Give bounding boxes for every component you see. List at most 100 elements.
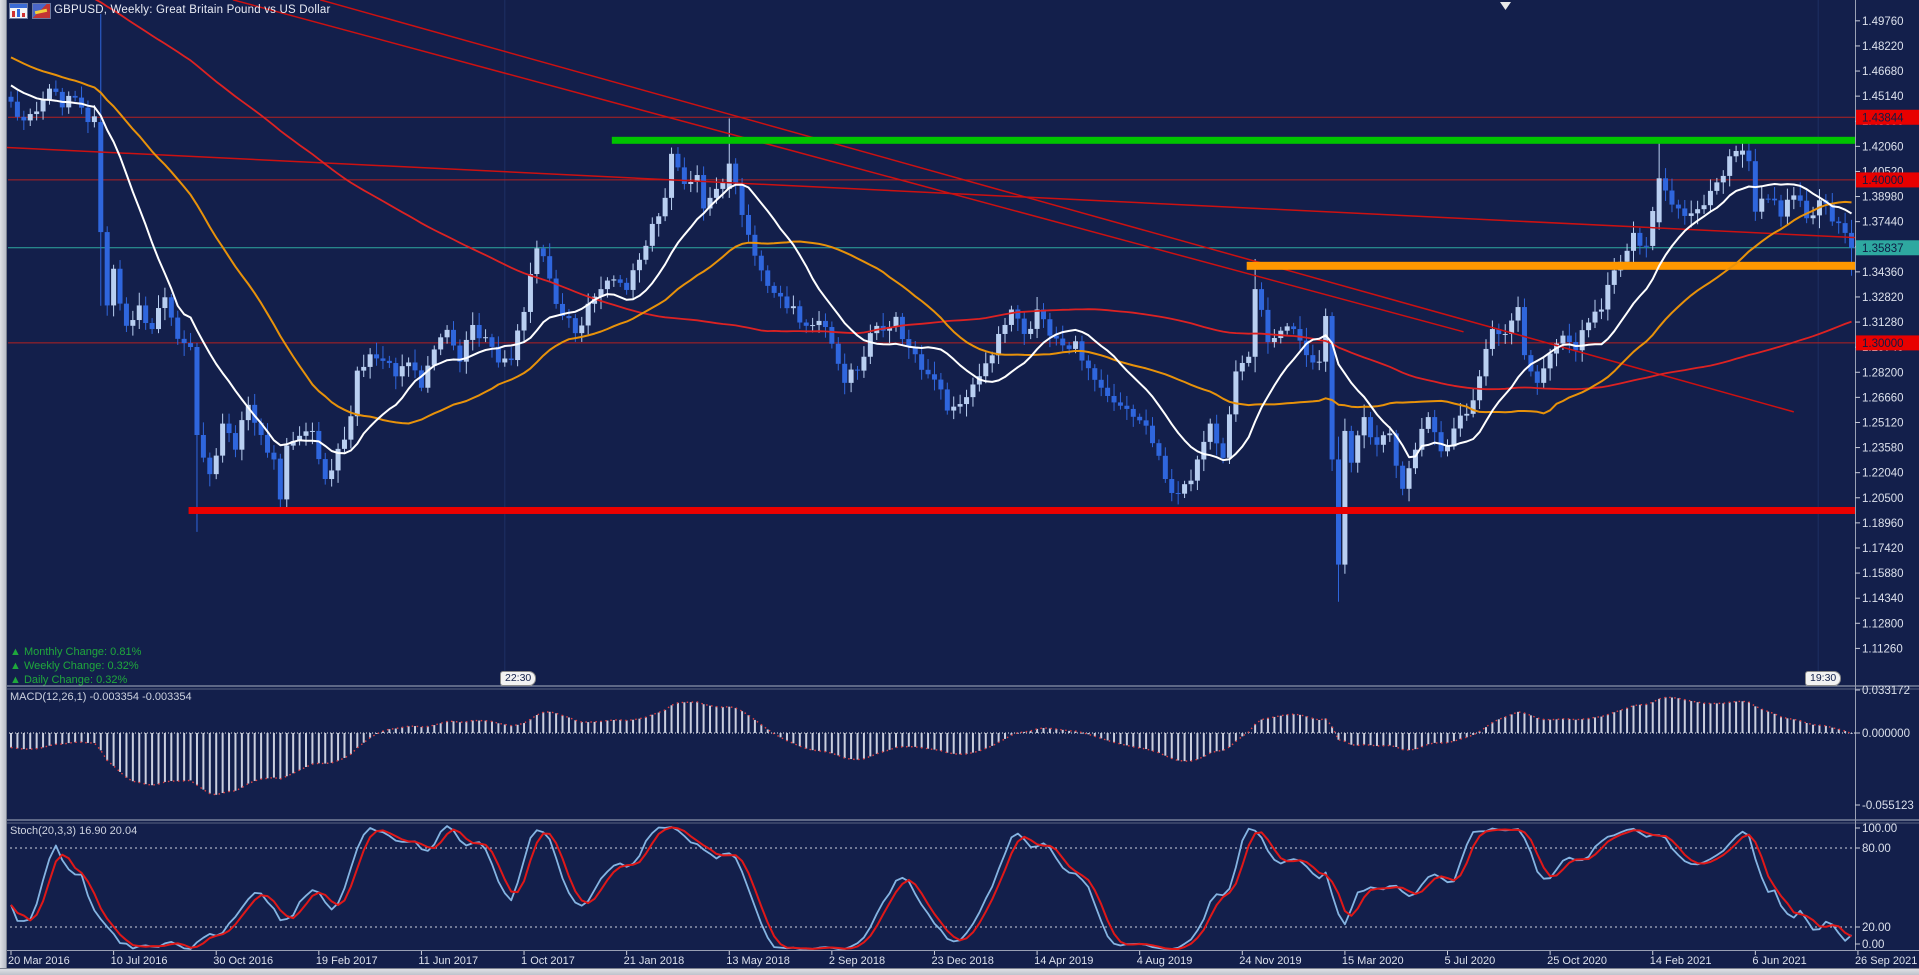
macd-bar bbox=[894, 733, 897, 748]
vline-time-tag-right[interactable]: 19:30 bbox=[1805, 671, 1842, 686]
candle-body bbox=[1720, 175, 1726, 183]
macd-bar bbox=[144, 733, 147, 785]
candle-body bbox=[367, 354, 373, 367]
resistance-band[interactable] bbox=[611, 136, 1855, 144]
candle-body bbox=[406, 362, 412, 367]
candle-body bbox=[912, 346, 918, 355]
candle-body bbox=[951, 406, 957, 411]
candle-body bbox=[1432, 417, 1438, 433]
macd-bar bbox=[228, 733, 231, 792]
date-tick-label: 14 Feb 2021 bbox=[1650, 955, 1712, 967]
macd-bar bbox=[1337, 733, 1340, 740]
macd-bar bbox=[830, 733, 833, 754]
candle-body bbox=[1040, 309, 1046, 320]
macd-bar bbox=[163, 733, 166, 782]
level-price-label-badge bbox=[1856, 109, 1919, 125]
fast-ma-line bbox=[10, 84, 1853, 462]
macd-bar bbox=[446, 721, 449, 733]
macd-tick-label: 0.000000 bbox=[1862, 728, 1910, 740]
candle-body bbox=[175, 317, 181, 339]
macd-bar bbox=[567, 717, 570, 733]
macd-bar bbox=[42, 733, 45, 748]
candle-body bbox=[130, 320, 136, 326]
macd-bar bbox=[882, 733, 885, 752]
support-band-red[interactable] bbox=[188, 506, 1856, 514]
chart-type-icon[interactable] bbox=[32, 3, 51, 19]
price-axis[interactable]: 1.497601.482201.466801.451401.436001.420… bbox=[1855, 16, 1919, 951]
candle-body bbox=[938, 379, 944, 390]
macd-bar bbox=[394, 728, 397, 733]
candle-body bbox=[1291, 326, 1297, 330]
date-tick-label: 11 Jun 2017 bbox=[418, 955, 478, 967]
vline-time-tag-left[interactable]: 22:30 bbox=[500, 671, 537, 686]
price-tick-label: 1.31280 bbox=[1862, 317, 1904, 329]
macd-bar bbox=[478, 720, 481, 733]
down-triangle-marker[interactable] bbox=[1500, 2, 1511, 10]
candle-body bbox=[1156, 443, 1162, 456]
candle-body bbox=[547, 256, 553, 279]
candle-body bbox=[457, 345, 463, 362]
main-price-panel[interactable] bbox=[4, 0, 1910, 683]
candle-body bbox=[1688, 213, 1694, 216]
macd-bar bbox=[35, 733, 38, 749]
macd-bar bbox=[1260, 719, 1263, 733]
macd-bar bbox=[426, 726, 429, 733]
macd-bar bbox=[1594, 717, 1597, 733]
macd-signal-line bbox=[10, 696, 1852, 796]
price-tick-label: 1.38980 bbox=[1862, 192, 1904, 204]
macd-bar bbox=[965, 733, 968, 754]
macd-bar bbox=[375, 733, 378, 734]
candle-body bbox=[624, 282, 630, 290]
macd-bar bbox=[1055, 728, 1058, 733]
candle-body bbox=[1092, 368, 1098, 380]
candle-body bbox=[887, 326, 893, 331]
time-axis[interactable]: 20 Mar 2016 10 Jul 2016 30 Oct 2016 19 Feb … bbox=[8, 951, 1917, 967]
macd-bar bbox=[1016, 732, 1019, 734]
candle-body bbox=[758, 255, 764, 271]
window-frame-bottom[interactable] bbox=[0, 968, 1919, 975]
chart-window-icon[interactable] bbox=[9, 3, 28, 19]
macd-bar bbox=[1042, 728, 1045, 733]
stoch-panel[interactable] bbox=[0, 825, 1855, 950]
stoch-tick-label: 80.00 bbox=[1862, 843, 1891, 855]
date-tick-label: 21 Jan 2018 bbox=[624, 955, 685, 967]
macd-panel[interactable] bbox=[0, 696, 1855, 796]
candle-body bbox=[412, 362, 418, 371]
trendline[interactable] bbox=[232, 0, 1464, 333]
candle-body bbox=[662, 197, 668, 217]
price-tick-label: 1.49760 bbox=[1862, 16, 1904, 28]
macd-bar bbox=[805, 733, 808, 749]
candle-body bbox=[1727, 156, 1733, 176]
candle-body bbox=[778, 292, 784, 297]
candle-body bbox=[1419, 428, 1425, 450]
macd-bar bbox=[1632, 705, 1635, 733]
candle-body bbox=[1412, 449, 1418, 469]
trendline[interactable] bbox=[4, 146, 1910, 240]
candle-body bbox=[1791, 195, 1797, 200]
macd-bar bbox=[67, 733, 70, 744]
candle-body bbox=[1207, 423, 1213, 442]
candle-body bbox=[1663, 178, 1669, 191]
macd-bar bbox=[1023, 731, 1026, 733]
macd-bar bbox=[253, 733, 256, 781]
macd-bar bbox=[1106, 733, 1109, 741]
macd-bar bbox=[1837, 729, 1840, 733]
candle-body bbox=[1259, 289, 1265, 310]
trendline[interactable] bbox=[319, 0, 1795, 413]
macd-bar bbox=[497, 723, 500, 733]
candle-body bbox=[1624, 250, 1630, 262]
macd-bar bbox=[48, 733, 51, 746]
macd-bar bbox=[465, 721, 468, 733]
medium-ma-line bbox=[10, 56, 1852, 425]
macd-bar bbox=[1670, 697, 1673, 733]
macd-bar bbox=[991, 733, 994, 746]
candle-body bbox=[944, 389, 950, 411]
price-tick-label: 1.26660 bbox=[1862, 392, 1904, 404]
price-tick-label: 1.34360 bbox=[1862, 267, 1904, 279]
date-tick-label: 4 Aug 2019 bbox=[1137, 955, 1193, 967]
support-band-orange[interactable] bbox=[1246, 261, 1855, 270]
candle-body bbox=[1188, 480, 1194, 485]
macd-bar bbox=[529, 719, 532, 733]
macd-bar bbox=[696, 701, 699, 733]
